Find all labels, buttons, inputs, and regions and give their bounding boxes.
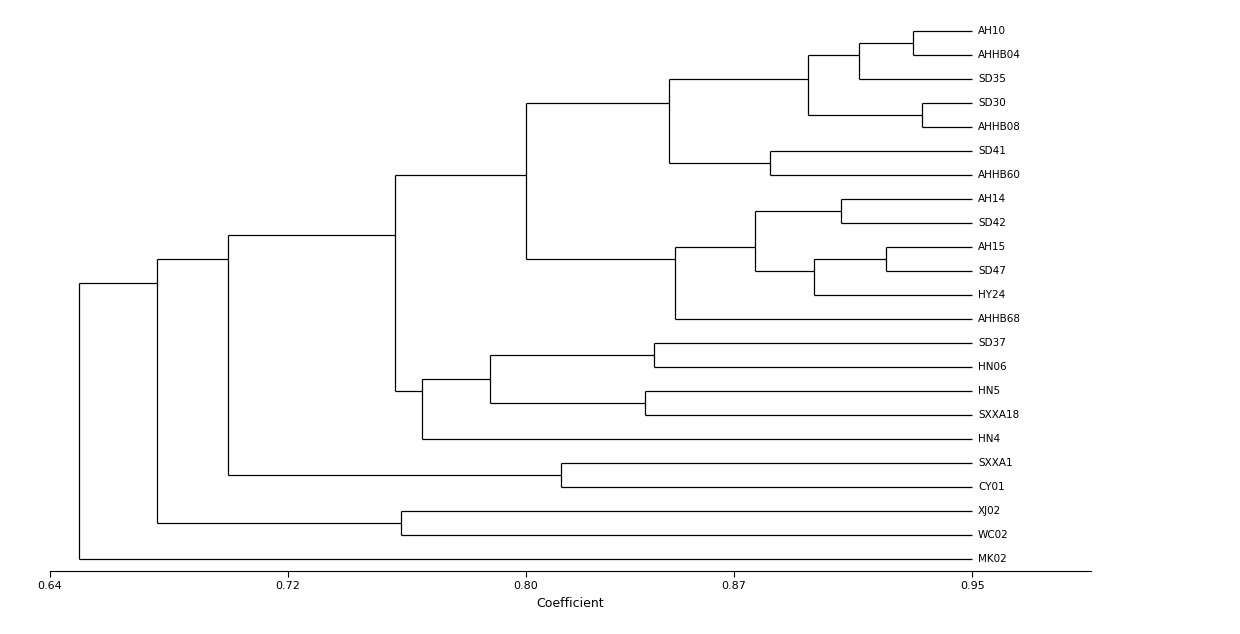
Text: MK02: MK02	[978, 553, 1007, 564]
Text: SD35: SD35	[978, 74, 1006, 84]
Text: AH14: AH14	[978, 194, 1006, 204]
Text: SXXA1: SXXA1	[978, 458, 1013, 468]
Text: AHHB08: AHHB08	[978, 122, 1021, 132]
Text: SD42: SD42	[978, 218, 1006, 228]
Text: SD30: SD30	[978, 98, 1006, 108]
Text: SD41: SD41	[978, 146, 1006, 156]
Text: SXXA18: SXXA18	[978, 410, 1019, 420]
Text: AH10: AH10	[978, 26, 1006, 36]
Text: AHHB68: AHHB68	[978, 314, 1021, 324]
Text: CY01: CY01	[978, 482, 1004, 491]
Text: XJ02: XJ02	[978, 506, 1002, 515]
Text: SD37: SD37	[978, 338, 1006, 348]
Text: HY24: HY24	[978, 290, 1006, 300]
Text: SD47: SD47	[978, 266, 1006, 276]
X-axis label: Coefficient: Coefficient	[537, 597, 604, 609]
Text: AHHB60: AHHB60	[978, 170, 1021, 180]
Text: AH15: AH15	[978, 242, 1006, 252]
Text: AHHB04: AHHB04	[978, 50, 1021, 60]
Text: HN5: HN5	[978, 385, 1001, 396]
Text: HN06: HN06	[978, 362, 1007, 372]
Text: HN4: HN4	[978, 434, 1001, 444]
Text: WC02: WC02	[978, 529, 1009, 540]
